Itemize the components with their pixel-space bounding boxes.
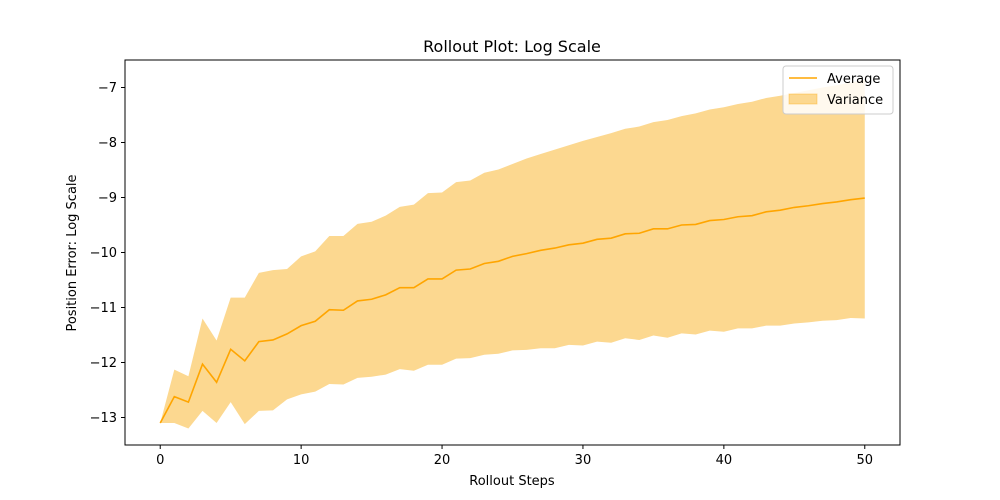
legend-variance-swatch <box>788 93 818 105</box>
average-line-layer <box>159 197 865 424</box>
y-tick-label: −12 <box>90 356 117 371</box>
y-tick-label: −11 <box>90 301 117 316</box>
x-tick-label: 40 <box>716 453 733 468</box>
x-tick-label: 0 <box>156 453 164 468</box>
average-line <box>159 197 865 424</box>
x-tick-label: 10 <box>293 453 310 468</box>
variance-band-layer <box>160 79 865 429</box>
y-tick-label: −8 <box>98 136 117 151</box>
variance-band <box>160 79 865 429</box>
chart-title: Rollout Plot: Log Scale <box>423 37 601 56</box>
x-tick-label: 20 <box>434 453 451 468</box>
y-tick-label: −13 <box>90 411 117 426</box>
x-tick-label: 30 <box>575 453 592 468</box>
x-axis-ticks: 0 10 20 30 40 50 <box>156 445 873 468</box>
legend: Average Variance <box>782 65 894 115</box>
x-tick-label: 50 <box>856 453 873 468</box>
y-axis-label: Position Error: Log Scale <box>65 174 80 331</box>
y-axis-ticks: −13 −12 −11 −10 −9 −8 −7 <box>90 81 125 426</box>
y-tick-label: −10 <box>90 246 117 261</box>
y-tick-label: −7 <box>98 81 117 96</box>
legend-average-label: Average <box>827 72 880 87</box>
legend-variance-label: Variance <box>827 93 883 108</box>
y-tick-label: −9 <box>98 191 117 206</box>
x-axis-label: Rollout Steps <box>469 474 555 489</box>
